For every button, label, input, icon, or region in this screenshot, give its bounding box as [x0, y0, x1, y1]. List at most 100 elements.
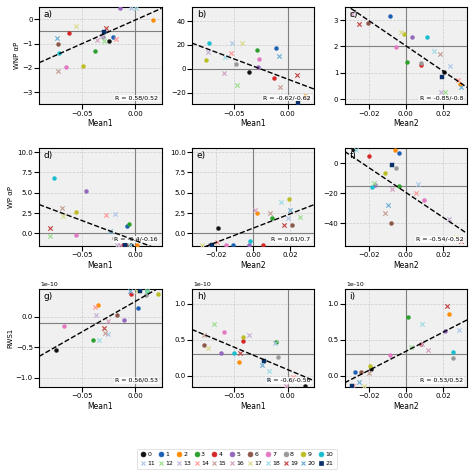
Point	[441, 88, 448, 96]
Point	[283, 382, 290, 390]
Point	[365, 369, 373, 377]
Y-axis label: WP αP: WP αP	[9, 186, 14, 208]
Point	[397, 28, 404, 36]
Point	[104, 330, 112, 338]
Point	[127, 241, 134, 249]
Point	[127, 290, 134, 298]
Point	[355, 379, 363, 386]
Text: R = 0.61/0.7: R = 0.61/0.7	[272, 236, 310, 242]
Point	[237, 349, 244, 356]
Point	[352, 147, 360, 154]
Point	[271, 340, 278, 347]
Point	[109, 34, 117, 41]
Point	[284, 214, 292, 221]
Point	[149, 17, 156, 24]
Point	[102, 24, 109, 32]
Point	[93, 36, 100, 43]
Text: 1e-10: 1e-10	[193, 282, 211, 287]
Point	[121, 241, 129, 249]
Point	[415, 180, 422, 187]
Point	[127, 4, 135, 11]
X-axis label: Mean2: Mean2	[393, 402, 419, 411]
Point	[348, 10, 356, 18]
Point	[73, 209, 80, 216]
Point	[233, 82, 241, 89]
Point	[404, 313, 411, 320]
Point	[201, 341, 208, 349]
Point	[367, 365, 375, 372]
Point	[391, 146, 398, 154]
Point	[396, 149, 403, 157]
Point	[370, 179, 378, 186]
Point	[143, 287, 151, 295]
Point	[136, 287, 144, 295]
Point	[286, 206, 293, 214]
Point	[119, 241, 127, 249]
Point	[264, 375, 272, 383]
X-axis label: Mean2: Mean2	[393, 261, 419, 270]
Point	[204, 344, 212, 352]
Point	[246, 241, 253, 249]
X-axis label: Mean1: Mean1	[88, 119, 113, 128]
Point	[213, 238, 221, 246]
Point	[273, 338, 280, 346]
Point	[392, 164, 400, 172]
Point	[349, 382, 357, 390]
Point	[143, 287, 151, 295]
Point	[364, 19, 372, 26]
Point	[134, 304, 141, 312]
Point	[254, 210, 261, 217]
Point	[277, 199, 284, 206]
Point	[200, 331, 208, 339]
Point	[111, 210, 119, 218]
Point	[203, 57, 210, 64]
Point	[210, 320, 218, 328]
Point	[113, 35, 120, 43]
Point	[442, 328, 449, 335]
Point	[53, 34, 61, 41]
Point	[349, 145, 357, 152]
Point	[255, 56, 263, 63]
Point	[407, 343, 415, 351]
Point	[417, 59, 425, 67]
Y-axis label: WNP αP: WNP αP	[14, 42, 20, 69]
Point	[94, 302, 102, 309]
Point	[104, 318, 111, 325]
Point	[106, 37, 113, 45]
Point	[100, 37, 108, 45]
Point	[120, 317, 128, 324]
Point	[142, 292, 150, 299]
Text: c): c)	[349, 10, 358, 19]
Point	[101, 329, 109, 337]
Point	[245, 68, 253, 76]
Point	[199, 241, 206, 249]
Point	[259, 241, 266, 249]
Point	[444, 303, 451, 310]
Text: R = 0.58/0.52: R = 0.58/0.52	[115, 95, 158, 101]
Point	[46, 224, 54, 231]
Text: h): h)	[197, 292, 206, 301]
Point	[294, 99, 302, 106]
Point	[423, 34, 431, 41]
Point	[217, 349, 225, 357]
Point	[387, 219, 395, 227]
Point	[116, 4, 124, 11]
Point	[303, 94, 311, 102]
Point	[92, 312, 100, 319]
Point	[72, 231, 80, 239]
Text: 1e-10: 1e-10	[40, 282, 58, 287]
Point	[91, 47, 99, 55]
Point	[387, 12, 394, 19]
Point	[206, 39, 213, 46]
Text: a): a)	[44, 10, 53, 19]
Point	[54, 40, 62, 48]
Text: R = -0.54/-0.52: R = -0.54/-0.52	[416, 236, 464, 242]
Point	[206, 241, 213, 249]
Point	[401, 31, 408, 38]
Point	[133, 241, 141, 249]
Point	[235, 358, 243, 365]
Text: d): d)	[44, 151, 53, 160]
X-axis label: Mean1: Mean1	[240, 402, 266, 411]
Point	[296, 213, 304, 220]
Point	[54, 67, 62, 75]
